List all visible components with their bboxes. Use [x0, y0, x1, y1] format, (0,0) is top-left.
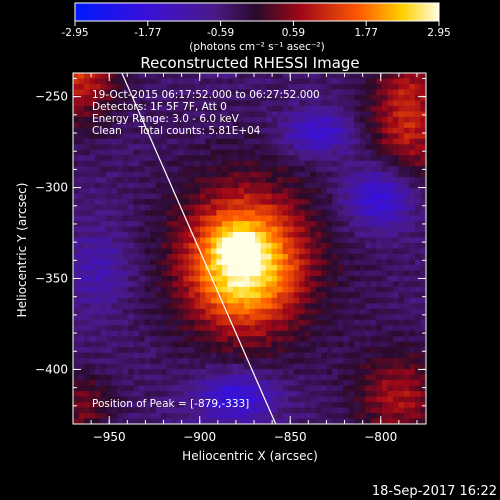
y-axis-label: Heliocentric Y (arcsec)	[15, 183, 29, 318]
colorbar-label: (photons cm⁻² s⁻¹ asec⁻²)	[189, 41, 324, 53]
annotation-peak-position: Position of Peak = [-879,-333]	[92, 398, 249, 410]
limb-line	[121, 73, 277, 424]
annotation-time-range: 19-Oct-2015 06:17:52.000 to 06:27:52.000	[92, 89, 320, 101]
plot-frame	[72, 72, 427, 425]
heatmap-image	[73, 73, 426, 424]
y-tick-label: −400	[35, 362, 68, 376]
colorbar-tick-label: 2.95	[427, 27, 450, 39]
colorbar-tick-label: -1.77	[134, 27, 161, 39]
colorbar-tick-label: 0.59	[282, 27, 305, 39]
annotation-energy-range: Energy Range: 3.0 - 6.0 keV	[92, 113, 240, 125]
y-tick-label: −300	[35, 181, 68, 195]
colorbar-tick-label: -2.95	[61, 27, 88, 39]
y-tick-label: −350	[35, 272, 68, 286]
x-tick-label: −950	[93, 430, 126, 444]
colorbar	[74, 2, 440, 22]
annotation-detectors: Detectors: 1F 5F 7F, Att 0	[92, 101, 227, 113]
y-tick-label: −250	[35, 90, 68, 104]
footer-timestamp: 18-Sep-2017 16:22	[372, 484, 497, 499]
x-tick-label: −800	[364, 430, 397, 444]
x-axis-label: Heliocentric X (arcsec)	[182, 449, 318, 463]
axes: −950 −900 −850 −800 −250 −300 −350 −400	[35, 73, 426, 444]
annotation-total-counts: Clean Total counts: 5.81E+04	[92, 125, 261, 137]
colorbar-tick-label: 1.77	[355, 27, 378, 39]
chart-title: Reconstructed RHESSI Image	[140, 54, 359, 72]
x-tick-label: −850	[274, 430, 307, 444]
colorbar-ticks: -2.95 -1.77 -0.59 0.59 1.77 2.95	[61, 21, 451, 39]
colorbar-tick-label: -0.59	[207, 27, 234, 39]
x-tick-label: −900	[183, 430, 216, 444]
